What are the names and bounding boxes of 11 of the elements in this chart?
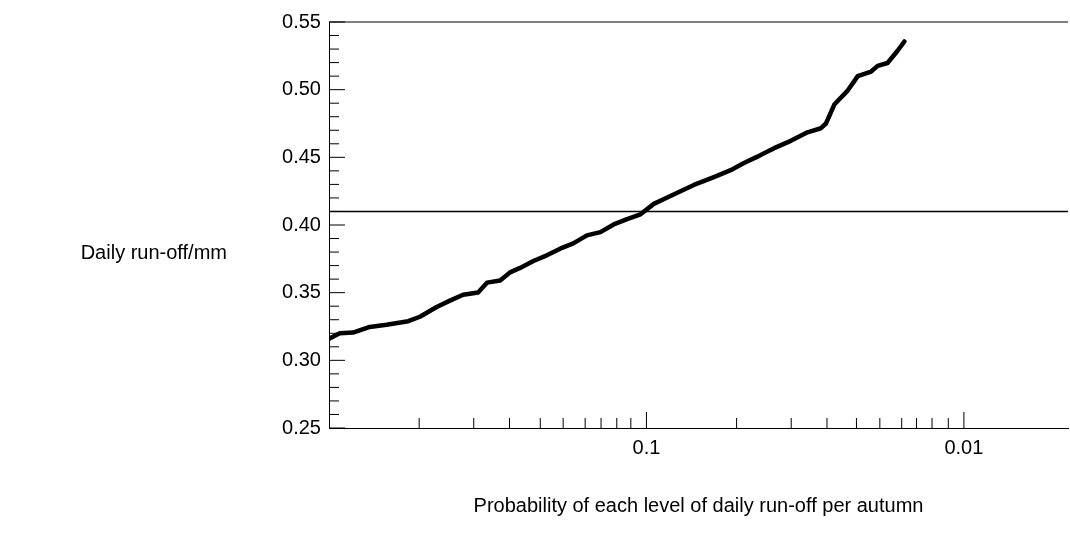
- y-tick-label: 0.50: [282, 77, 321, 100]
- y-tick-label: 0.55: [282, 9, 321, 32]
- y-tick-label: 0.45: [282, 144, 321, 167]
- y-tick-label: 0.40: [282, 212, 321, 235]
- y-tick-label: 0.30: [282, 347, 321, 370]
- y-tick-label: 0.25: [282, 415, 321, 438]
- x-tick-label: 0.01: [944, 435, 984, 458]
- x-axis-title: Probability of each level of daily run-off per autumn: [473, 493, 924, 516]
- x-tick-label: 0.1: [632, 435, 661, 458]
- y-tick-label: 0.35: [282, 280, 321, 303]
- y-axis-title: Daily run-off/mm: [80, 240, 227, 263]
